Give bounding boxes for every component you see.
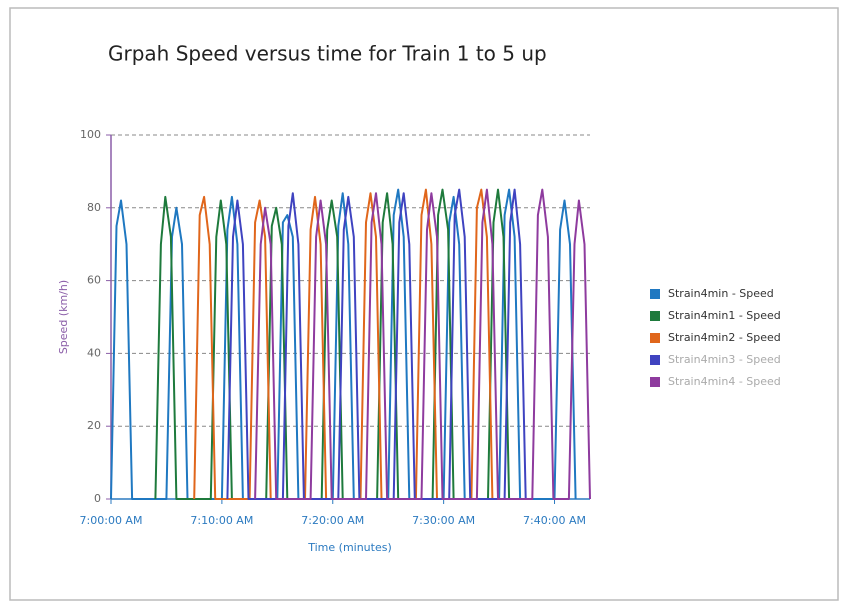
series-line xyxy=(110,188,577,500)
x-tick-label: 7:20:00 AM xyxy=(301,514,364,527)
x-axis-title: Time (minutes) xyxy=(307,541,392,554)
y-tick-label: 20 xyxy=(87,419,101,432)
x-tick-label: 7:10:00 AM xyxy=(190,514,253,527)
series-line xyxy=(254,188,591,500)
chart-title: Grpah Speed versus time for Train 1 to 5… xyxy=(108,42,547,66)
legend-swatch xyxy=(650,311,660,321)
y-axis-title: Speed (km/h) xyxy=(57,280,70,354)
legend-swatch xyxy=(650,377,660,387)
frame xyxy=(9,7,839,601)
legend-text: Strain4min1 - Speed xyxy=(668,309,781,322)
legend-swatch xyxy=(650,333,660,343)
legend-swatch xyxy=(650,289,660,299)
y-tick-label: 100 xyxy=(80,128,101,141)
legend-text: Strain4min - Speed xyxy=(668,287,774,300)
x-tick-label: 7:40:00 AM xyxy=(523,514,586,527)
y-tick-label: 0 xyxy=(94,492,101,505)
legend-text: Strain4min4 - Speed xyxy=(668,375,781,388)
legend-text: Strain4min2 - Speed xyxy=(668,331,781,344)
y-tick-label: 80 xyxy=(87,201,101,214)
x-tick-label: 7:30:00 AM xyxy=(412,514,475,527)
legend-text: Strain4min3 - Speed xyxy=(668,353,781,366)
y-tick-label: 40 xyxy=(87,346,101,359)
series-line xyxy=(154,188,511,500)
legend-swatch xyxy=(650,355,660,365)
y-tick-label: 60 xyxy=(87,274,101,287)
x-tick-label: 7:00:00 AM xyxy=(80,514,143,527)
